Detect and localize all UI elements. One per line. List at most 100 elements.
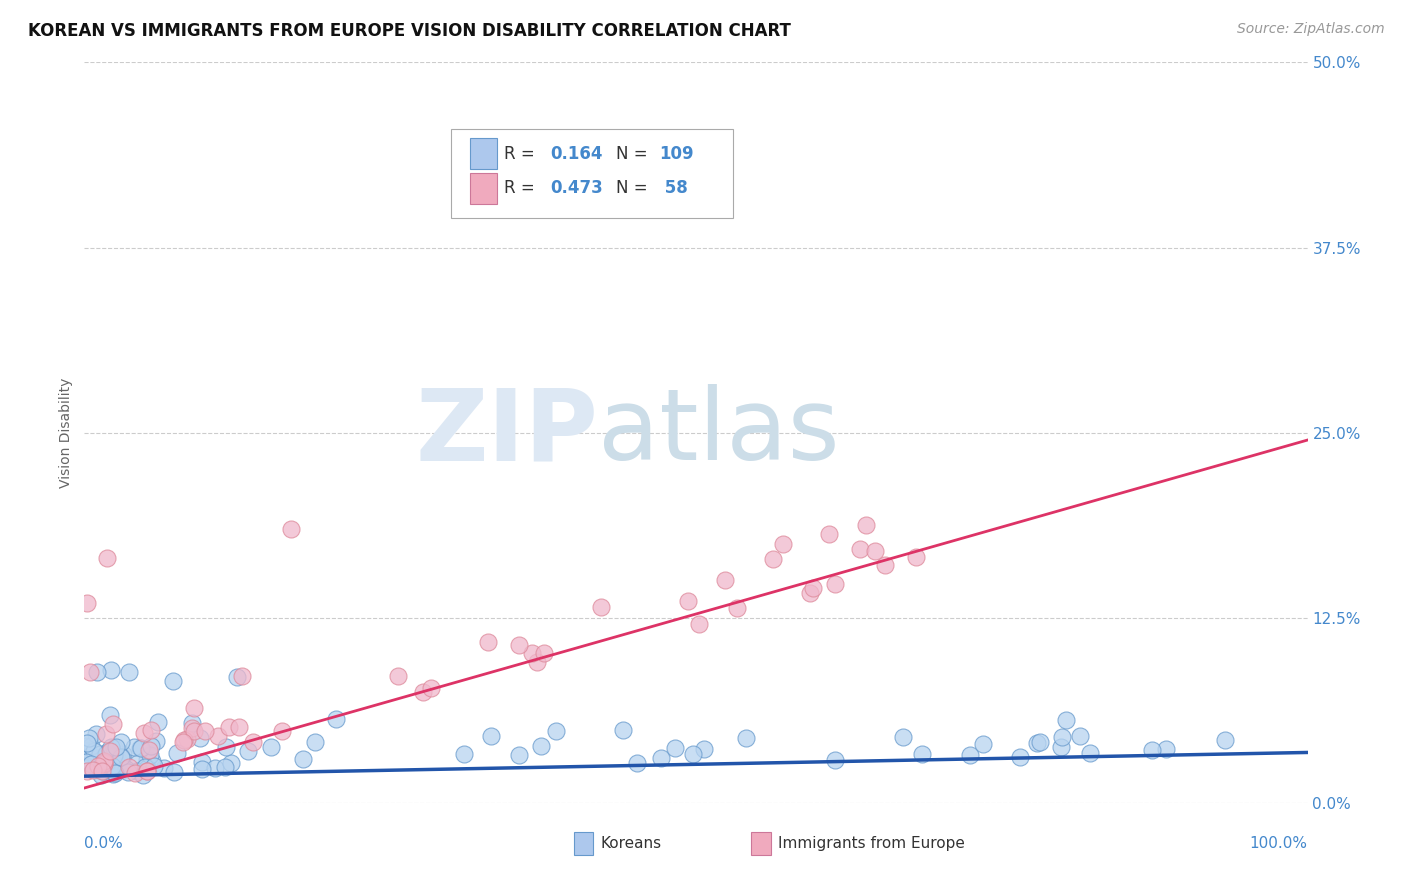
Point [103,756,125,771]
Point [849,542,872,557]
Point [304,734,326,748]
Point [89,761,111,775]
Point [103,747,125,762]
Point [387,669,409,683]
Point [112,747,135,761]
Point [972,737,994,751]
Point [84,751,107,765]
Point [1025,736,1047,750]
Point [533,646,555,660]
Point [225,670,247,684]
Point [136,764,159,778]
Point [529,739,551,754]
Point [824,753,846,767]
Point [419,681,441,695]
Point [242,735,264,749]
Point [173,732,195,747]
Point [80,739,103,753]
Point [127,756,149,770]
Point [477,635,499,649]
Point [589,600,612,615]
Point [508,638,530,652]
Point [76,761,98,775]
Point [87,759,110,773]
Point [104,739,127,754]
Text: Koreans: Koreans [600,836,662,851]
Point [650,751,672,765]
Point [824,576,846,591]
Point [118,759,141,773]
Point [762,552,785,566]
Point [75,755,97,769]
Point [188,731,211,745]
Text: 0.164: 0.164 [550,145,603,162]
Point [82,763,104,777]
Point [855,518,877,533]
Point [98,743,121,757]
Text: N =: N = [616,179,648,197]
Bar [470,138,496,169]
Point [325,712,347,726]
Point [190,762,212,776]
Point [96,726,118,740]
Point [141,723,163,737]
Point [735,731,758,745]
Point [664,740,686,755]
Point [105,763,128,777]
Point [204,761,226,775]
Point [176,732,198,747]
Point [84,726,107,740]
Point [100,663,122,677]
Point [125,764,148,778]
Point [799,585,821,599]
Point [214,760,236,774]
Point [166,746,188,760]
Point [96,745,118,759]
Point [725,601,748,615]
Point [107,753,129,767]
Point [97,758,120,772]
Point [714,573,737,587]
Text: Source: ZipAtlas.com: Source: ZipAtlas.com [1237,22,1385,37]
Point [111,760,134,774]
Point [520,646,543,660]
Point [453,747,475,761]
Point [1008,749,1031,764]
Point [100,708,122,723]
Text: 0.0%: 0.0% [84,836,124,851]
Point [873,558,896,572]
Point [172,735,194,749]
Point [180,721,202,735]
Point [162,674,184,689]
Point [107,758,129,772]
Point [90,764,112,778]
Point [139,748,162,763]
Point [801,581,824,595]
Point [91,758,114,772]
Point [526,655,548,669]
Point [1029,735,1052,749]
Point [76,736,98,750]
Text: R =: R = [503,179,540,197]
Point [163,765,186,780]
Point [682,747,704,761]
Point [93,756,115,771]
Point [207,729,229,743]
Point [110,749,132,764]
Point [271,724,294,739]
Point [194,723,217,738]
Point [1142,743,1164,757]
Point [153,762,176,776]
Point [959,747,981,762]
Point [101,767,124,781]
Point [115,762,138,776]
Point [91,764,114,778]
Text: KOREAN VS IMMIGRANTS FROM EUROPE VISION DISABILITY CORRELATION CHART: KOREAN VS IMMIGRANTS FROM EUROPE VISION … [28,22,792,40]
Point [131,768,153,782]
Point [103,740,125,755]
Text: 0.473: 0.473 [550,179,603,197]
Point [148,714,170,729]
Point [891,730,914,744]
Point [83,744,105,758]
Point [117,765,139,780]
